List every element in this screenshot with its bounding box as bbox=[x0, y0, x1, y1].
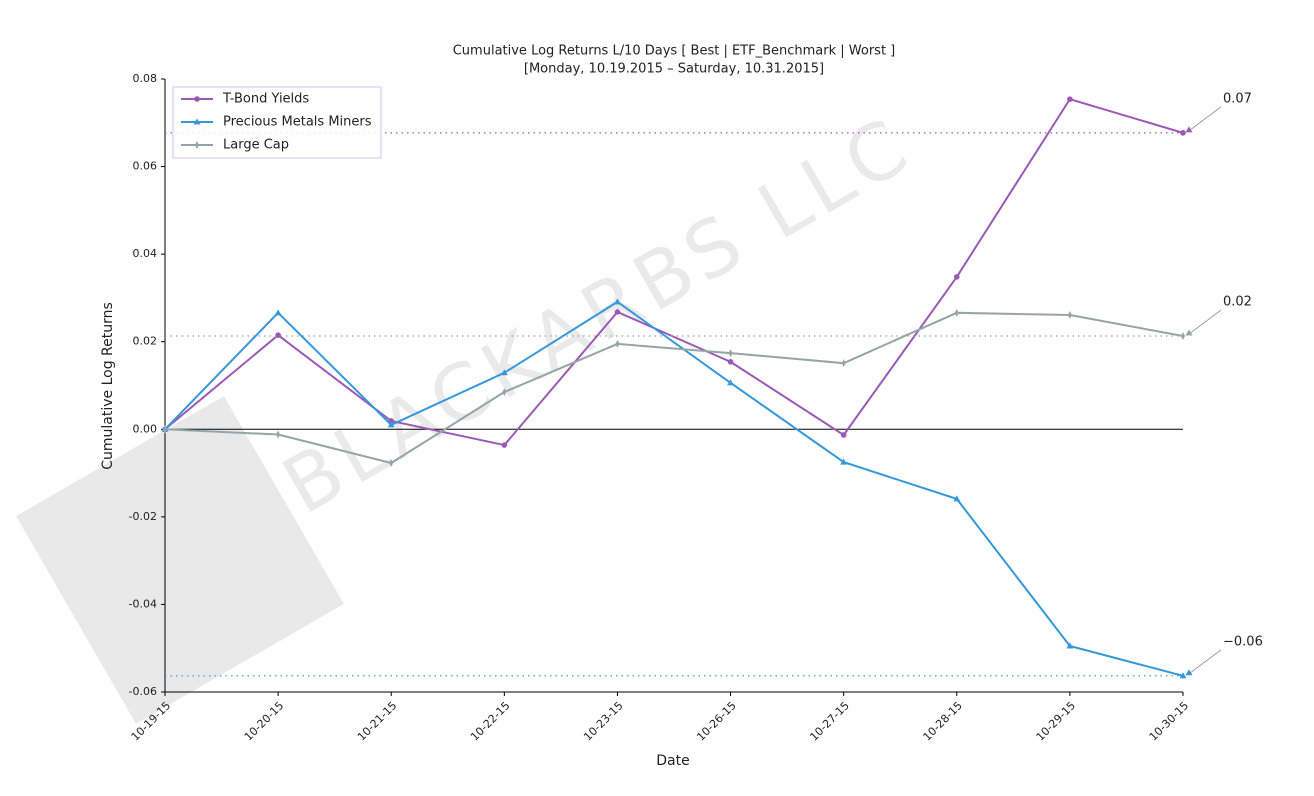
annotation-label: −0.06 bbox=[1223, 634, 1263, 649]
x-axis-label: Date bbox=[656, 753, 689, 769]
x-tick-label: 10-27-15 bbox=[807, 699, 852, 744]
data-point bbox=[274, 309, 282, 316]
legend-marker bbox=[194, 96, 200, 102]
legend-label: Precious Metals Miners bbox=[223, 115, 372, 130]
x-tick-label: 10-21-15 bbox=[355, 699, 400, 744]
legend-marker bbox=[193, 118, 201, 125]
y-tick-label: -0.04 bbox=[129, 597, 157, 610]
x-tick-label: 10-23-15 bbox=[581, 699, 626, 744]
data-point bbox=[500, 369, 508, 376]
annotation-label: 0.07 bbox=[1223, 91, 1252, 106]
annotation-arrow bbox=[1188, 106, 1222, 132]
data-point bbox=[727, 359, 734, 365]
data-point bbox=[1180, 130, 1186, 136]
data-point bbox=[502, 388, 507, 397]
data-point bbox=[615, 339, 620, 348]
data-point bbox=[953, 495, 961, 502]
y-tick-label: 0.02 bbox=[133, 335, 158, 348]
data-point bbox=[841, 359, 846, 368]
y-axis-label: Cumulative Log Returns bbox=[100, 302, 116, 470]
watermark-logo bbox=[16, 396, 344, 724]
series-line bbox=[164, 97, 1184, 447]
x-tick-label: 10-28-15 bbox=[921, 699, 966, 744]
x-tick-label: 10-26-15 bbox=[694, 699, 739, 744]
chart-title: Cumulative Log Returns L/10 Days [ Best … bbox=[453, 44, 896, 59]
series-line bbox=[164, 300, 1184, 677]
y-tick-label: 0.04 bbox=[133, 247, 158, 260]
data-point bbox=[840, 432, 847, 438]
data-point bbox=[387, 421, 395, 428]
x-tick-label: 10-20-15 bbox=[242, 699, 287, 744]
data-point bbox=[389, 459, 394, 468]
data-point bbox=[276, 430, 281, 439]
data-point bbox=[613, 298, 621, 305]
y-tick-label: -0.02 bbox=[129, 510, 157, 523]
legend-label: T-Bond Yields bbox=[222, 92, 309, 107]
annotation-label: 0.02 bbox=[1223, 295, 1252, 310]
x-tick-label: 10-30-15 bbox=[1147, 699, 1192, 744]
series-line bbox=[164, 311, 1184, 465]
annotation-marker bbox=[1185, 669, 1193, 676]
data-point bbox=[1067, 96, 1073, 102]
watermark: BLACKARBS LLC bbox=[269, 100, 927, 532]
data-point bbox=[954, 308, 959, 317]
data-point bbox=[614, 309, 621, 315]
annotation-marker bbox=[1185, 126, 1193, 133]
y-tick-label: 0.00 bbox=[133, 422, 158, 435]
data-point bbox=[1066, 642, 1074, 649]
data-point bbox=[1181, 332, 1185, 341]
data-point bbox=[840, 458, 848, 465]
data-point bbox=[501, 442, 508, 448]
y-tick-label: -0.06 bbox=[129, 685, 157, 698]
data-point bbox=[727, 379, 735, 386]
data-point bbox=[1067, 311, 1072, 320]
annotation-arrow bbox=[1188, 649, 1222, 675]
annotation-arrow bbox=[1188, 309, 1222, 335]
annotation-marker bbox=[1185, 329, 1193, 336]
legend-label: Large Cap bbox=[223, 138, 289, 153]
legend-marker bbox=[195, 141, 199, 149]
x-tick-label: 10-29-15 bbox=[1034, 699, 1079, 744]
data-point bbox=[953, 274, 960, 280]
y-tick-label: 0.08 bbox=[133, 72, 158, 85]
data-point bbox=[163, 425, 167, 434]
y-tick-label: 0.06 bbox=[133, 160, 158, 173]
data-point bbox=[728, 349, 733, 358]
data-point bbox=[1179, 672, 1187, 679]
x-tick-label: 10-22-15 bbox=[468, 699, 513, 744]
chart-subtitle: [Monday, 10.19.2015 – Saturday, 10.31.20… bbox=[524, 62, 824, 77]
data-point bbox=[275, 332, 281, 338]
